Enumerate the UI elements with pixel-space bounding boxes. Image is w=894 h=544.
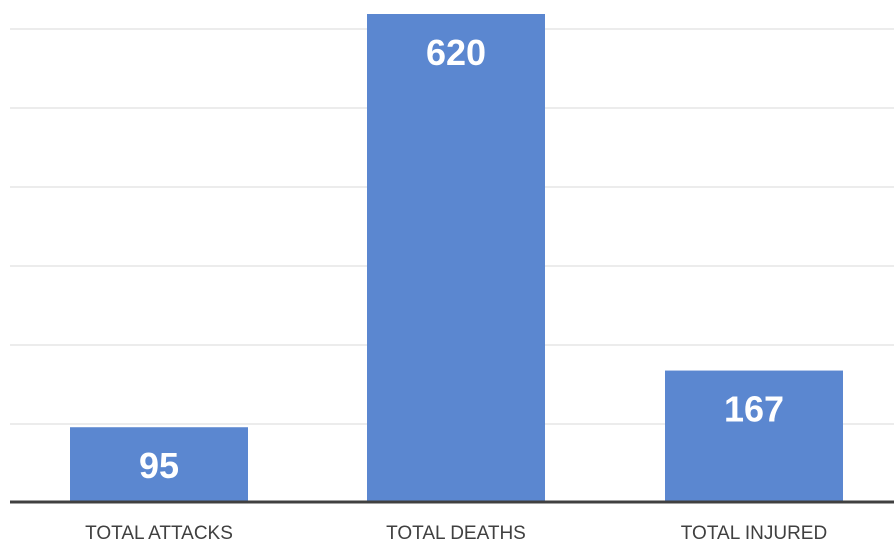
data-label-total-injured: 167 — [724, 389, 784, 430]
bar-total-attacks — [70, 427, 248, 502]
data-label-total-attacks: 95 — [139, 445, 179, 486]
data-label-total-deaths: 620 — [426, 32, 486, 73]
bar-total-deaths — [367, 14, 545, 502]
x-tick-labels: TOTAL ATTACKS TOTAL DEATHS TOTAL INJURED — [85, 523, 827, 544]
tick-label-total-deaths: TOTAL DEATHS — [386, 523, 526, 544]
bar-data-labels: 95 620 167 — [139, 32, 784, 486]
bar-total-injured — [665, 370, 843, 502]
tick-label-total-injured: TOTAL INJURED — [681, 523, 827, 544]
tick-label-total-attacks: TOTAL ATTACKS — [85, 523, 233, 544]
bars — [70, 14, 843, 502]
